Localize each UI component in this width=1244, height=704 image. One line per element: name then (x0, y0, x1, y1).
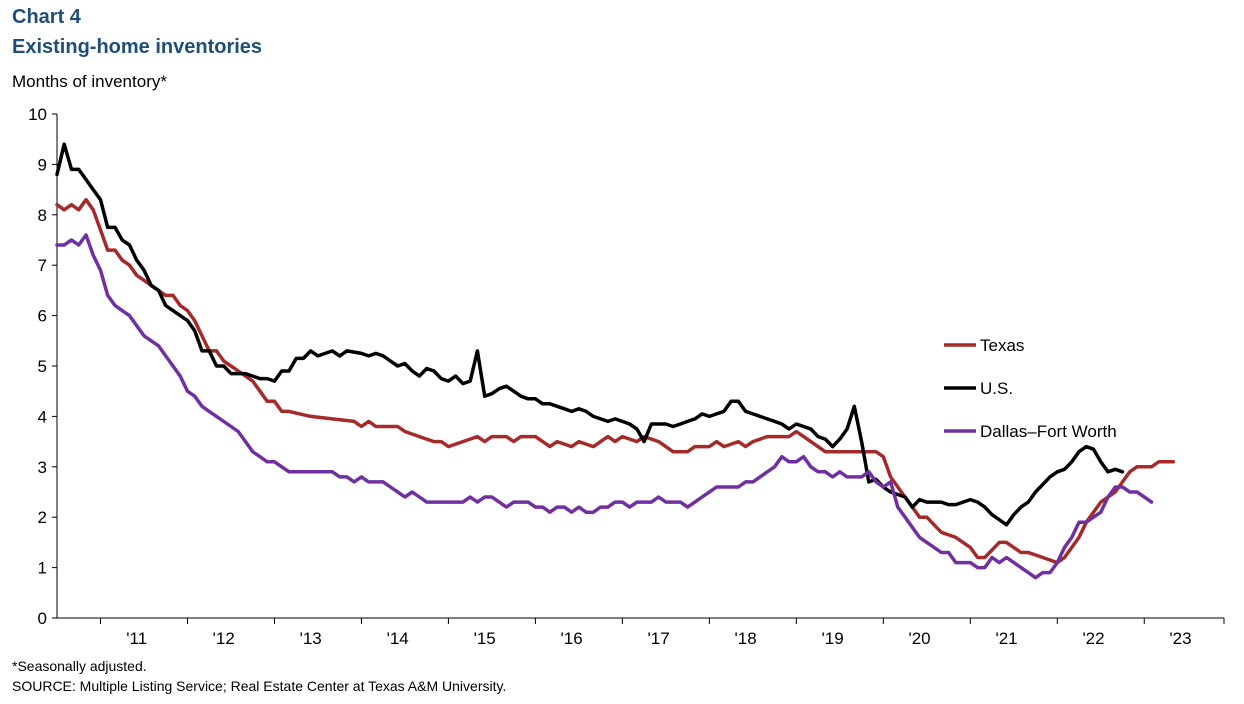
series-line-0 (55, 197, 1176, 565)
y-tick-label: 10 (28, 105, 47, 124)
legend-label: Texas (980, 336, 1024, 355)
chart-number-label: Chart 4 (12, 6, 81, 28)
y-tick-label: 2 (38, 508, 47, 527)
source-note: SOURCE: Multiple Listing Service; Real E… (12, 678, 507, 694)
chart-title: Existing-home inventories (12, 36, 263, 58)
y-tick-label: 4 (38, 407, 47, 426)
series-line-1 (55, 142, 1125, 527)
x-tick-label: '12 (213, 629, 235, 648)
y-tick-label: 6 (38, 307, 47, 326)
x-tick-label: '16 (561, 629, 583, 648)
x-tick-label: '11 (126, 629, 147, 648)
legend-label: U.S. (980, 379, 1013, 398)
y-tick-label: 9 (38, 155, 47, 174)
x-tick-label: '13 (300, 629, 322, 648)
x-tick-label: '18 (735, 629, 757, 648)
y-tick-label: 1 (38, 559, 47, 578)
y-tick-label: 0 (38, 609, 47, 628)
x-tick-label: '23 (1169, 629, 1191, 648)
y-tick-label: 7 (38, 256, 47, 275)
footnote: *Seasonally adjusted. (12, 658, 147, 674)
x-tick-label: '19 (822, 629, 844, 648)
y-tick-label: 3 (38, 458, 47, 477)
y-axis-label: Months of inventory* (12, 72, 167, 91)
x-tick-label: '22 (1082, 629, 1104, 648)
x-tick-label: '17 (648, 629, 670, 648)
series-line-2 (55, 233, 1154, 580)
x-tick-label: '20 (908, 629, 930, 648)
y-tick-label: 8 (38, 206, 47, 225)
x-tick-label: '15 (474, 629, 496, 648)
x-tick-label: '21 (995, 629, 1017, 648)
legend-label: Dallas–Fort Worth (980, 422, 1117, 441)
x-tick-label: '14 (387, 629, 409, 648)
y-tick-label: 5 (38, 357, 47, 376)
